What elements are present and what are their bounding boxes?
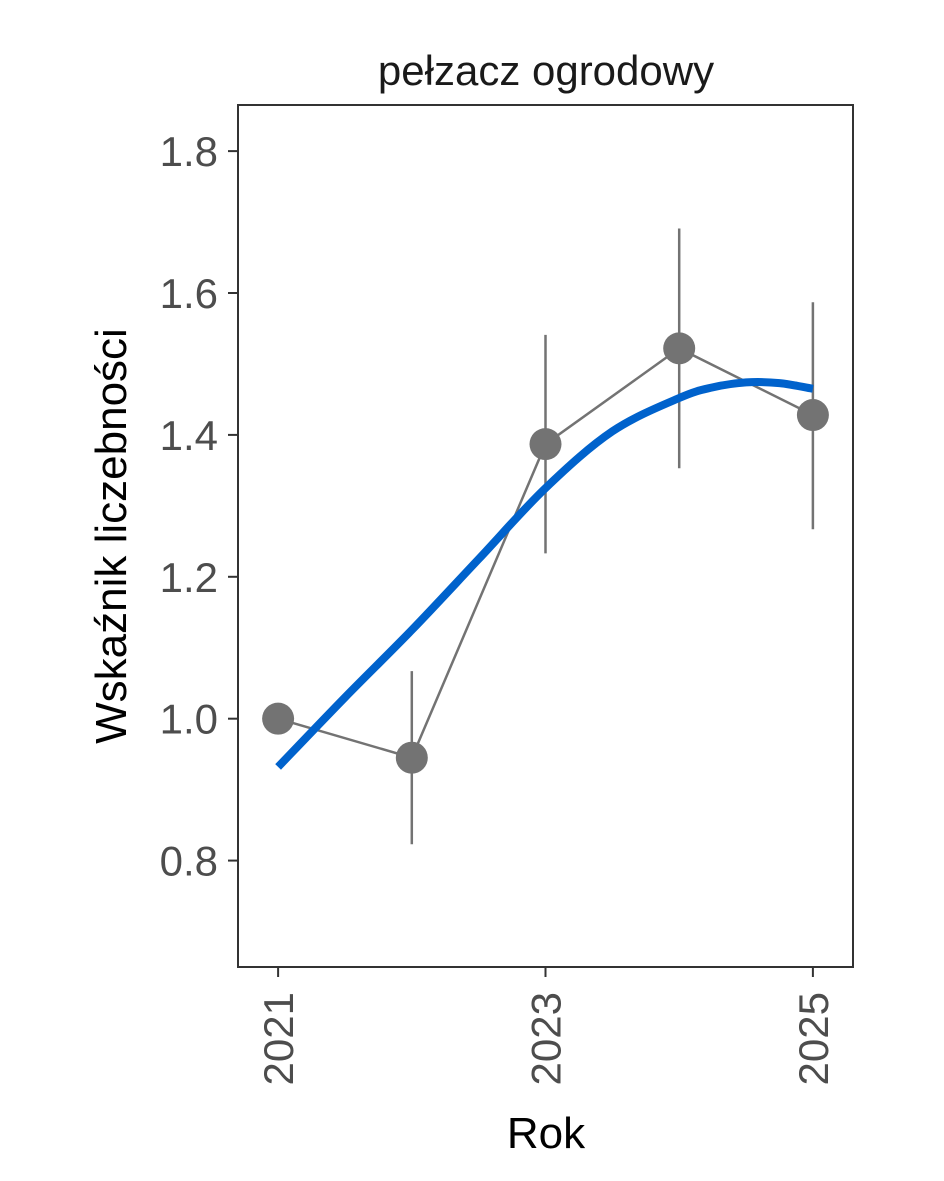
data-point	[663, 332, 696, 365]
y-axis: 0.8 1.0 1.2 1.4 1.6 1.8	[160, 128, 238, 885]
trend-line	[275, 378, 814, 770]
data-point	[262, 702, 295, 735]
y-tick-label: 1.2	[160, 554, 218, 601]
x-tick-label: 2025	[790, 992, 837, 1085]
data-point	[529, 428, 562, 461]
y-tick-label: 1.0	[160, 696, 218, 743]
y-axis-title: Wskaźnik liczebności	[87, 328, 136, 744]
x-tick-label: 2021	[255, 992, 302, 1085]
data-point	[395, 741, 428, 774]
y-tick-label: 0.8	[160, 838, 218, 885]
trend-curve	[275, 378, 814, 770]
y-tick-label: 1.6	[160, 270, 218, 317]
x-tick-label: 2023	[523, 992, 570, 1085]
data-points	[262, 332, 829, 774]
y-tick-label: 1.8	[160, 128, 218, 175]
x-axis: 2021 2023 2025	[255, 967, 837, 1085]
chart-title: pełzacz ogrodowy	[378, 47, 714, 94]
x-axis-title: Rok	[507, 1109, 586, 1158]
y-tick-label: 1.4	[160, 412, 218, 459]
data-point	[796, 399, 829, 432]
